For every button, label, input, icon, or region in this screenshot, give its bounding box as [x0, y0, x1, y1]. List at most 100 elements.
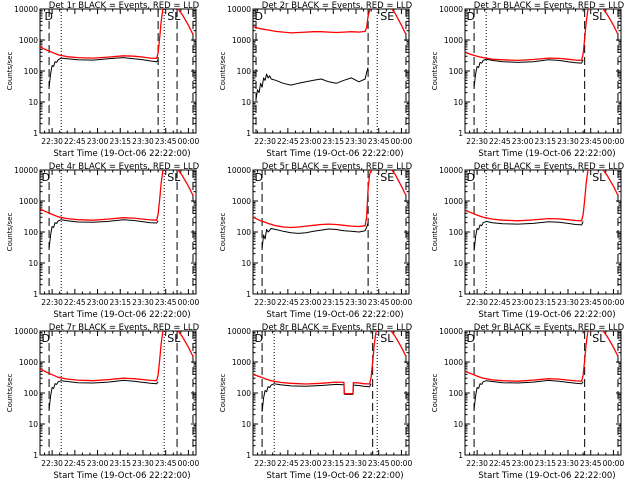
x-tick-label: 23:45 — [155, 298, 177, 307]
y-tick-label: 1000 — [19, 36, 38, 45]
y-tick-label: 10000 — [227, 166, 251, 175]
x-tick-label: 23:45 — [155, 459, 177, 468]
x-tick-label: 23:30 — [132, 459, 154, 468]
y-tick-label: 1000 — [232, 36, 251, 45]
lld-series-line — [40, 331, 194, 382]
region-marker-label: SL — [380, 332, 394, 345]
lld-series-line — [253, 331, 407, 395]
y-tick-label: 1 — [246, 129, 251, 138]
region-marker-label: D — [255, 10, 263, 23]
detector-panel: Det 9r BLACK = Events, RED = LLD Counts/s… — [431, 323, 625, 480]
x-tick-label: 22:45 — [64, 298, 86, 307]
x-tick-label: 00:00 — [603, 459, 625, 468]
y-tick-label: 1 — [458, 451, 463, 460]
events-series-line — [473, 379, 584, 410]
y-tick-label: 10 — [453, 259, 463, 268]
plot-frame — [464, 169, 622, 295]
region-marker-label: D — [467, 332, 475, 345]
events-series-line — [261, 383, 372, 412]
events-series-line — [473, 220, 584, 251]
panel-title: Det 1r BLACK = Events, RED = LLD — [49, 1, 200, 11]
x-tick-label: 22:30 — [41, 137, 63, 146]
y-axis-label: Counts/sec — [431, 52, 439, 91]
events-series-line — [48, 57, 159, 88]
y-tick-label: 10 — [453, 420, 463, 429]
panel-title: Det 7r BLACK = Events, RED = LLD — [49, 323, 200, 333]
x-tick-label: 22:30 — [41, 459, 63, 468]
y-axis-label: Counts/sec — [6, 213, 14, 252]
x-tick-label: 23:30 — [557, 298, 579, 307]
x-tick-label: 23:45 — [580, 298, 602, 307]
x-tick-label: 22:45 — [277, 137, 299, 146]
x-tick-label: 23:00 — [300, 137, 322, 146]
x-tick-label: 23:00 — [512, 459, 534, 468]
x-tick-label: 23:15 — [322, 459, 344, 468]
region-marker-label: D — [255, 332, 263, 345]
x-tick-label: 22:30 — [254, 137, 276, 146]
x-tick-label: 22:30 — [466, 137, 488, 146]
y-axis-label: Counts/sec — [431, 374, 439, 413]
y-tick-label: 1000 — [444, 358, 463, 367]
region-marker-label: D — [255, 171, 263, 184]
region-marker-label: SE — [380, 10, 394, 23]
x-axis-label: Start Time (19-Oct-06 22:22:00) — [266, 149, 403, 159]
x-axis-label: Start Time (19-Oct-06 22:22:00) — [266, 310, 403, 320]
region-marker-label: D — [45, 10, 53, 23]
x-tick-label: 00:00 — [603, 137, 625, 146]
y-tick-label: 10 — [453, 98, 463, 107]
y-tick-label: 10000 — [14, 327, 38, 336]
events-series-line — [48, 219, 159, 249]
region-marker-label: D — [467, 171, 475, 184]
y-tick-label: 10000 — [14, 166, 38, 175]
x-tick-label: 22:30 — [466, 459, 488, 468]
panel-title: Det 4r BLACK = Events, RED = LLD — [49, 162, 200, 172]
lld-series-line — [40, 170, 194, 221]
region-marker-label: SL — [167, 171, 181, 184]
y-tick-label: 1000 — [232, 358, 251, 367]
x-tick-label: 23:15 — [322, 137, 344, 146]
y-axis-label: Counts/sec — [431, 213, 439, 252]
x-tick-label: 23:30 — [557, 137, 579, 146]
events-series-line — [255, 67, 369, 100]
x-tick-label: 23:00 — [87, 137, 109, 146]
x-tick-label: 23:15 — [534, 137, 556, 146]
plot-frame — [252, 330, 410, 456]
y-tick-label: 100 — [449, 389, 464, 398]
y-tick-label: 100 — [24, 389, 39, 398]
events-series-line — [473, 58, 584, 88]
y-axis-label: Counts/sec — [6, 52, 14, 91]
region-marker-label: SL — [592, 332, 606, 345]
x-tick-label: 23:15 — [534, 459, 556, 468]
y-tick-label: 100 — [449, 67, 464, 76]
y-tick-label: 1 — [33, 451, 38, 460]
lld-series-line — [253, 9, 407, 35]
x-tick-label: 23:15 — [109, 137, 131, 146]
plot-frame — [464, 330, 622, 456]
x-tick-label: 22:45 — [277, 298, 299, 307]
x-tick-label: 00:00 — [178, 459, 200, 468]
x-axis-label: Start Time (19-Oct-06 22:22:00) — [53, 149, 190, 159]
y-tick-label: 1000 — [19, 197, 38, 206]
region-marker-label: SL — [167, 332, 181, 345]
detector-panel: Det 1r BLACK = Events, RED = LLD Counts/s… — [6, 1, 200, 159]
x-tick-label: 00:00 — [391, 459, 413, 468]
lld-series-line — [40, 9, 194, 60]
plot-frame — [39, 8, 197, 134]
x-tick-label: 23:45 — [368, 459, 390, 468]
y-tick-label: 1 — [246, 451, 251, 460]
x-tick-label: 22:45 — [489, 298, 511, 307]
x-tick-label: 23:45 — [368, 137, 390, 146]
x-tick-label: 23:30 — [345, 137, 367, 146]
y-tick-label: 10000 — [439, 327, 463, 336]
x-tick-label: 23:45 — [580, 459, 602, 468]
detector-panel: Det 8r BLACK = Events, RED = LLD Counts/s… — [219, 323, 413, 480]
panel-title: Det 3r BLACK = Events, RED = LLD — [474, 1, 625, 11]
x-tick-label: 00:00 — [178, 298, 200, 307]
region-marker-label: D — [467, 10, 475, 23]
detector-panel: Det 3r BLACK = Events, RED = LLD Counts/s… — [431, 1, 625, 159]
events-series-line — [261, 222, 369, 249]
y-tick-label: 100 — [449, 228, 464, 237]
x-tick-label: 23:00 — [87, 459, 109, 468]
panel-title: Det 2r BLACK = Events, RED = LLD — [262, 1, 413, 11]
y-tick-label: 10 — [28, 420, 38, 429]
